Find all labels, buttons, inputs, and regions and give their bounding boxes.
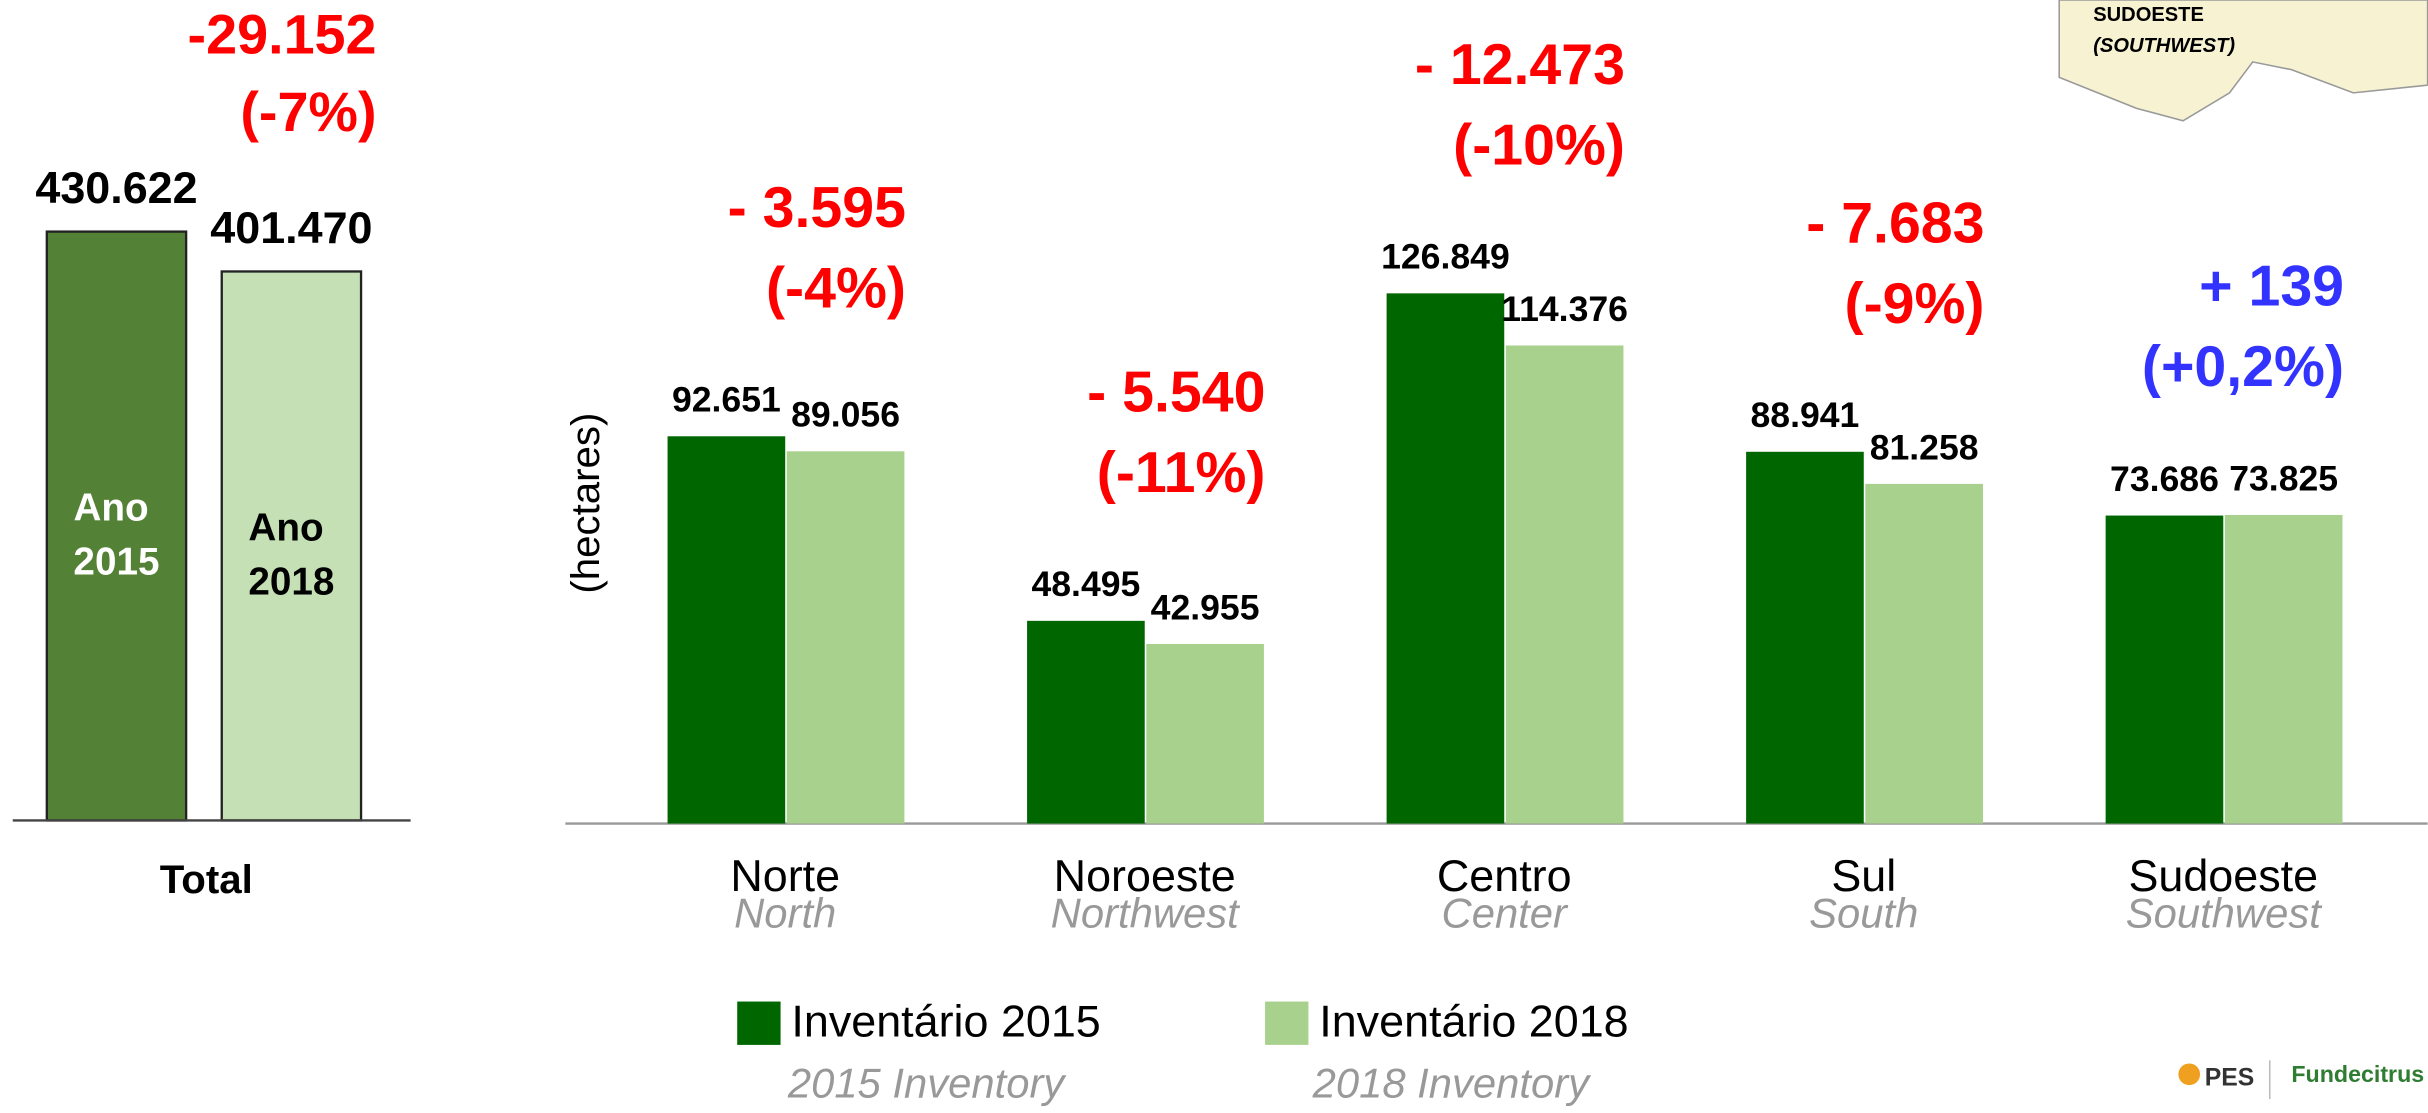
change-annotation: (-9%) — [1845, 272, 1985, 336]
map-region: SUDOESTE — [2093, 4, 2204, 26]
value-label: 88.941 — [1751, 395, 1860, 435]
logo-icon — [2178, 1063, 2201, 1086]
logo-pes: PES — [2205, 1064, 2255, 1091]
category-translation: Northwest — [1051, 889, 1241, 936]
change-annotation: - 5.540 — [1087, 361, 1265, 425]
value-label: 126.849 — [1381, 237, 1510, 277]
logo-fundecitrus: Fundecitrus — [2291, 1061, 2424, 1087]
bar — [1505, 345, 1624, 824]
category-label: Noroeste — [1054, 850, 1236, 901]
value-label: 73.686 — [2110, 459, 2219, 499]
category-label: Centro — [1437, 850, 1572, 901]
category-translation: Southwest — [2126, 889, 2323, 936]
bar-label: Ano 2015 — [73, 487, 159, 584]
y-axis-label: (hectares) — [563, 413, 608, 594]
category-translation: Center — [1442, 889, 1569, 936]
bar — [2105, 515, 2224, 824]
legend-label: Inventário 2018 — [1319, 996, 1628, 1047]
value-label: 89.056 — [791, 395, 900, 435]
bar — [1865, 483, 1983, 824]
category-translation: South — [1809, 889, 1918, 936]
change-annotation: -29.152 — [188, 3, 377, 65]
bar — [1146, 643, 1264, 824]
category-label: Norte — [730, 850, 840, 901]
value-label: 430.622 — [35, 162, 197, 213]
category-label: Sul — [1831, 850, 1896, 901]
change-annotation: (-7%) — [240, 81, 376, 143]
bar — [220, 270, 363, 822]
value-label: 48.495 — [1031, 564, 1140, 604]
legend-label: Inventário 2015 — [791, 996, 1100, 1047]
value-label: 401.470 — [210, 202, 372, 253]
legend-translation: 2015 Inventory — [787, 1060, 1067, 1107]
change-annotation: (-10%) — [1453, 114, 1625, 178]
bar — [1386, 293, 1505, 824]
change-annotation: - 7.683 — [1806, 191, 1984, 255]
bar — [45, 230, 188, 822]
legend-translation: 2018 Inventory — [1312, 1060, 1592, 1107]
value-label: 73.825 — [2229, 458, 2338, 498]
map-region-translation: (SOUTHWEST) — [2093, 35, 2235, 57]
value-label: 114.376 — [1501, 289, 1628, 329]
bar-label: Ano 2018 — [248, 507, 334, 604]
change-annotation: - 12.473 — [1415, 33, 1625, 97]
legend-swatch — [737, 1001, 781, 1045]
change-annotation: (-11%) — [1097, 441, 1266, 505]
change-annotation: (-4%) — [766, 256, 906, 320]
change-annotation: + 139 — [2199, 255, 2344, 319]
value-label: 92.651 — [672, 380, 781, 420]
legend-swatch — [1265, 1001, 1309, 1045]
value-label: 42.955 — [1151, 587, 1260, 627]
change-annotation: - 3.595 — [728, 176, 906, 240]
bar — [1027, 620, 1145, 824]
category-label: Total — [160, 857, 253, 902]
bar — [667, 436, 786, 824]
bar — [1746, 451, 1864, 824]
change-annotation: (+0,2%) — [2142, 335, 2344, 399]
value-label: 81.258 — [1870, 427, 1979, 467]
bar — [786, 451, 905, 824]
category-translation: North — [734, 889, 836, 936]
category-label: Sudoeste — [2128, 850, 2318, 901]
bar — [2224, 514, 2343, 824]
